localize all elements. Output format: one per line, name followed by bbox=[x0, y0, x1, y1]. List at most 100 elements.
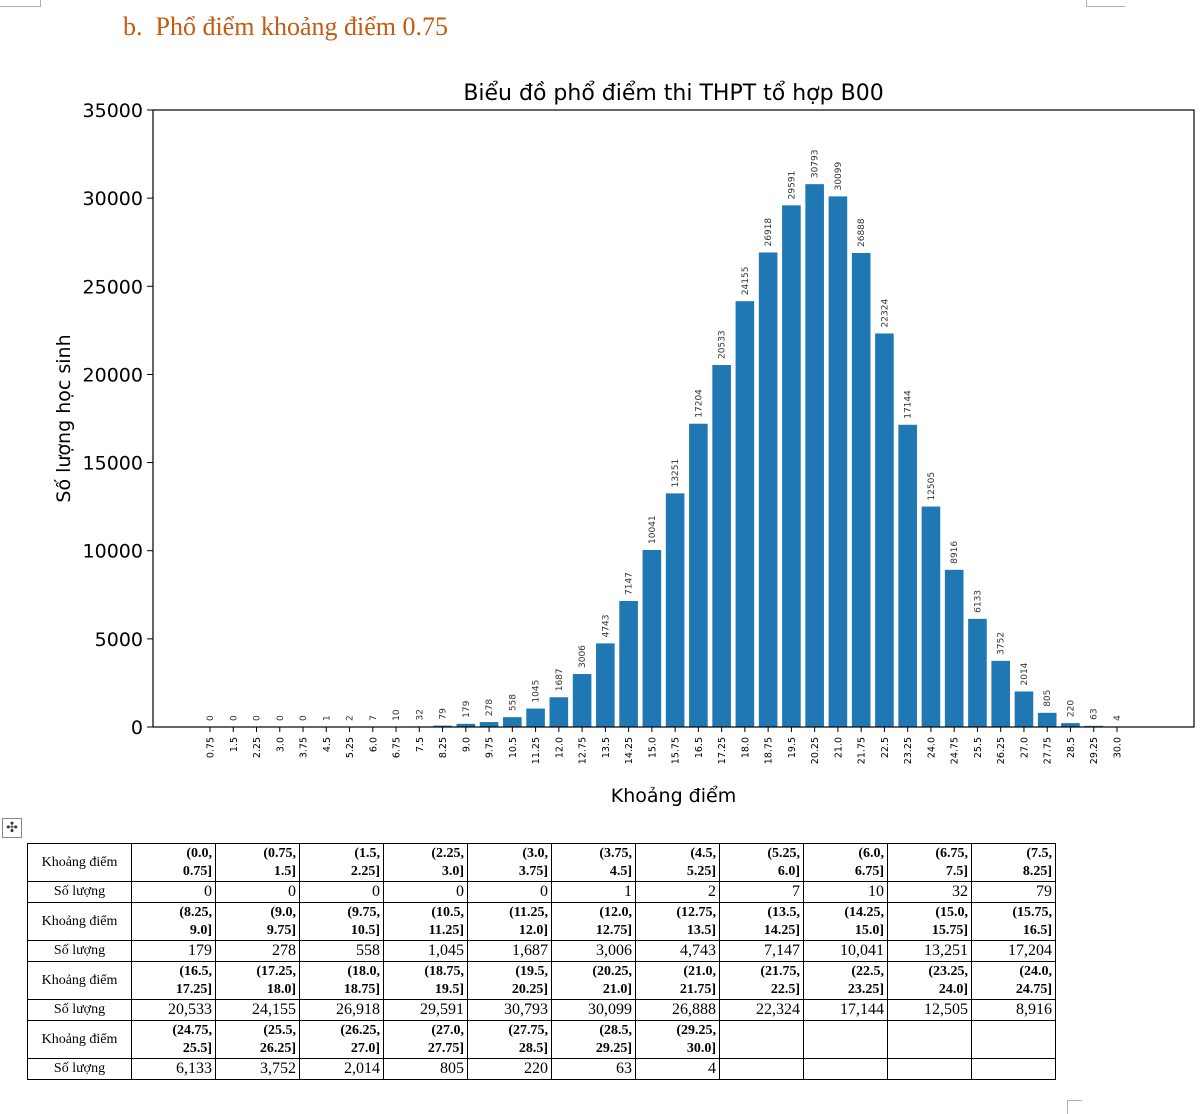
count-cell: 220 bbox=[468, 1059, 552, 1080]
range-cell: (3.75,4.5] bbox=[552, 844, 636, 882]
x-tick-label: 5.25 bbox=[345, 737, 356, 758]
x-tick-label: 3.75 bbox=[299, 737, 310, 758]
table-move-handle-icon[interactable]: ✣ bbox=[2, 818, 22, 838]
section-heading: b. Phổ điểm khoảng điểm 0.75 bbox=[123, 12, 448, 42]
x-tick-label: 27.0 bbox=[1019, 737, 1030, 758]
range-cell: (9.0,9.75] bbox=[216, 903, 300, 941]
count-cell: 0 bbox=[132, 882, 216, 903]
count-cell: 10,041 bbox=[804, 941, 888, 962]
x-tick-label: 4.5 bbox=[322, 737, 333, 752]
bar-value-label: 17144 bbox=[904, 390, 914, 419]
bar bbox=[712, 365, 731, 727]
bar-value-label: 10041 bbox=[648, 515, 658, 544]
x-tick-label: 11.25 bbox=[531, 737, 542, 764]
x-tick-label: 15.0 bbox=[647, 737, 658, 758]
x-tick-label: 9.0 bbox=[461, 737, 472, 752]
x-tick-label: 18.75 bbox=[764, 737, 775, 764]
bar bbox=[991, 661, 1010, 727]
range-cell: (3.0,3.75] bbox=[468, 844, 552, 882]
count-cell: 22,324 bbox=[720, 1000, 804, 1021]
range-header-cell: Khoảng điểm bbox=[28, 844, 132, 882]
range-cell: (22.5,23.25] bbox=[804, 962, 888, 1000]
y-tick-label: 15000 bbox=[83, 453, 143, 475]
page-corner-marker bbox=[1067, 1100, 1082, 1114]
bar-value-label: 30099 bbox=[834, 161, 844, 190]
x-tick-label: 25.5 bbox=[973, 737, 984, 758]
x-tick-label: 13.5 bbox=[601, 737, 612, 758]
count-cell: 4,743 bbox=[636, 941, 720, 962]
bar bbox=[1038, 713, 1057, 727]
range-cell: (28.5,29.25] bbox=[552, 1021, 636, 1059]
x-tick-label: 28.5 bbox=[1066, 737, 1077, 758]
range-cell: (12.75,13.5] bbox=[636, 903, 720, 941]
range-cell: (25.5,26.25] bbox=[216, 1021, 300, 1059]
bar bbox=[666, 493, 685, 727]
range-header-cell: Khoảng điểm bbox=[28, 962, 132, 1000]
count-cell: 12,505 bbox=[888, 1000, 972, 1021]
range-cell: (15.0,15.75] bbox=[888, 903, 972, 941]
range-cell: (10.5,11.25] bbox=[384, 903, 468, 941]
bar-value-label: 22324 bbox=[880, 299, 890, 328]
range-cell: (6.0,6.75] bbox=[804, 844, 888, 882]
range-cell: (5.25,6.0] bbox=[720, 844, 804, 882]
range-cell bbox=[972, 1021, 1056, 1059]
y-tick-label: 5000 bbox=[95, 629, 143, 651]
bar-value-label: 7147 bbox=[625, 572, 635, 595]
range-cell: (14.25,15.0] bbox=[804, 903, 888, 941]
count-cell: 3,006 bbox=[552, 941, 636, 962]
range-header-cell: Khoảng điểm bbox=[28, 903, 132, 941]
bar-value-label: 2 bbox=[346, 715, 356, 721]
count-cell: 29,591 bbox=[384, 1000, 468, 1021]
bar-value-label: 12505 bbox=[927, 472, 937, 501]
count-header-cell: Số lượng bbox=[28, 882, 132, 903]
bar bbox=[550, 697, 569, 727]
count-cell: 6,133 bbox=[132, 1059, 216, 1080]
count-cell: 17,144 bbox=[804, 1000, 888, 1021]
count-cell: 7,147 bbox=[720, 941, 804, 962]
x-tick-label: 17.25 bbox=[717, 737, 728, 764]
x-tick-label: 18.0 bbox=[740, 737, 751, 758]
range-cell: (4.5,5.25] bbox=[636, 844, 720, 882]
bar-value-label: 26888 bbox=[857, 218, 867, 247]
bar bbox=[829, 196, 848, 727]
x-tick-label: 1.5 bbox=[229, 737, 240, 752]
count-cell: 0 bbox=[468, 882, 552, 903]
bar bbox=[945, 570, 964, 727]
range-header-cell: Khoảng điểm bbox=[28, 1021, 132, 1059]
range-cell: (11.25,12.0] bbox=[468, 903, 552, 941]
count-cell: 17,204 bbox=[972, 941, 1056, 962]
range-cell: (18.75,19.5] bbox=[384, 962, 468, 1000]
range-cell: (12.0,12.75] bbox=[552, 903, 636, 941]
bar-value-label: 0 bbox=[206, 715, 216, 721]
x-tick-label: 24.75 bbox=[950, 737, 961, 764]
x-tick-label: 21.75 bbox=[857, 737, 868, 764]
range-cell: (15.75,16.5] bbox=[972, 903, 1056, 941]
x-tick-label: 14.25 bbox=[624, 737, 635, 764]
range-cell: (27.0,27.75] bbox=[384, 1021, 468, 1059]
bar-value-label: 0 bbox=[299, 715, 309, 721]
count-cell bbox=[972, 1059, 1056, 1080]
count-cell: 179 bbox=[132, 941, 216, 962]
count-cell: 63 bbox=[552, 1059, 636, 1080]
bar bbox=[573, 674, 592, 727]
bar-value-label: 0 bbox=[229, 715, 239, 721]
bar-value-label: 278 bbox=[485, 699, 495, 716]
x-tick-label: 3.0 bbox=[275, 737, 286, 752]
bar bbox=[759, 252, 778, 727]
count-cell: 1,687 bbox=[468, 941, 552, 962]
table-row-ranges: Khoảng điểm(16.5,17.25](17.25,18.0](18.0… bbox=[28, 962, 1056, 1000]
count-cell: 1,045 bbox=[384, 941, 468, 962]
bar-value-label: 1 bbox=[322, 715, 332, 721]
count-cell bbox=[804, 1059, 888, 1080]
x-tick-label: 27.75 bbox=[1043, 737, 1054, 764]
range-cell: (13.5,14.25] bbox=[720, 903, 804, 941]
range-cell: (0.0,0.75] bbox=[132, 844, 216, 882]
count-cell: 30,099 bbox=[552, 1000, 636, 1021]
x-tick-label: 26.25 bbox=[996, 737, 1007, 764]
count-cell: 24,155 bbox=[216, 1000, 300, 1021]
count-cell: 10 bbox=[804, 882, 888, 903]
page-corner-marker bbox=[0, 0, 41, 7]
